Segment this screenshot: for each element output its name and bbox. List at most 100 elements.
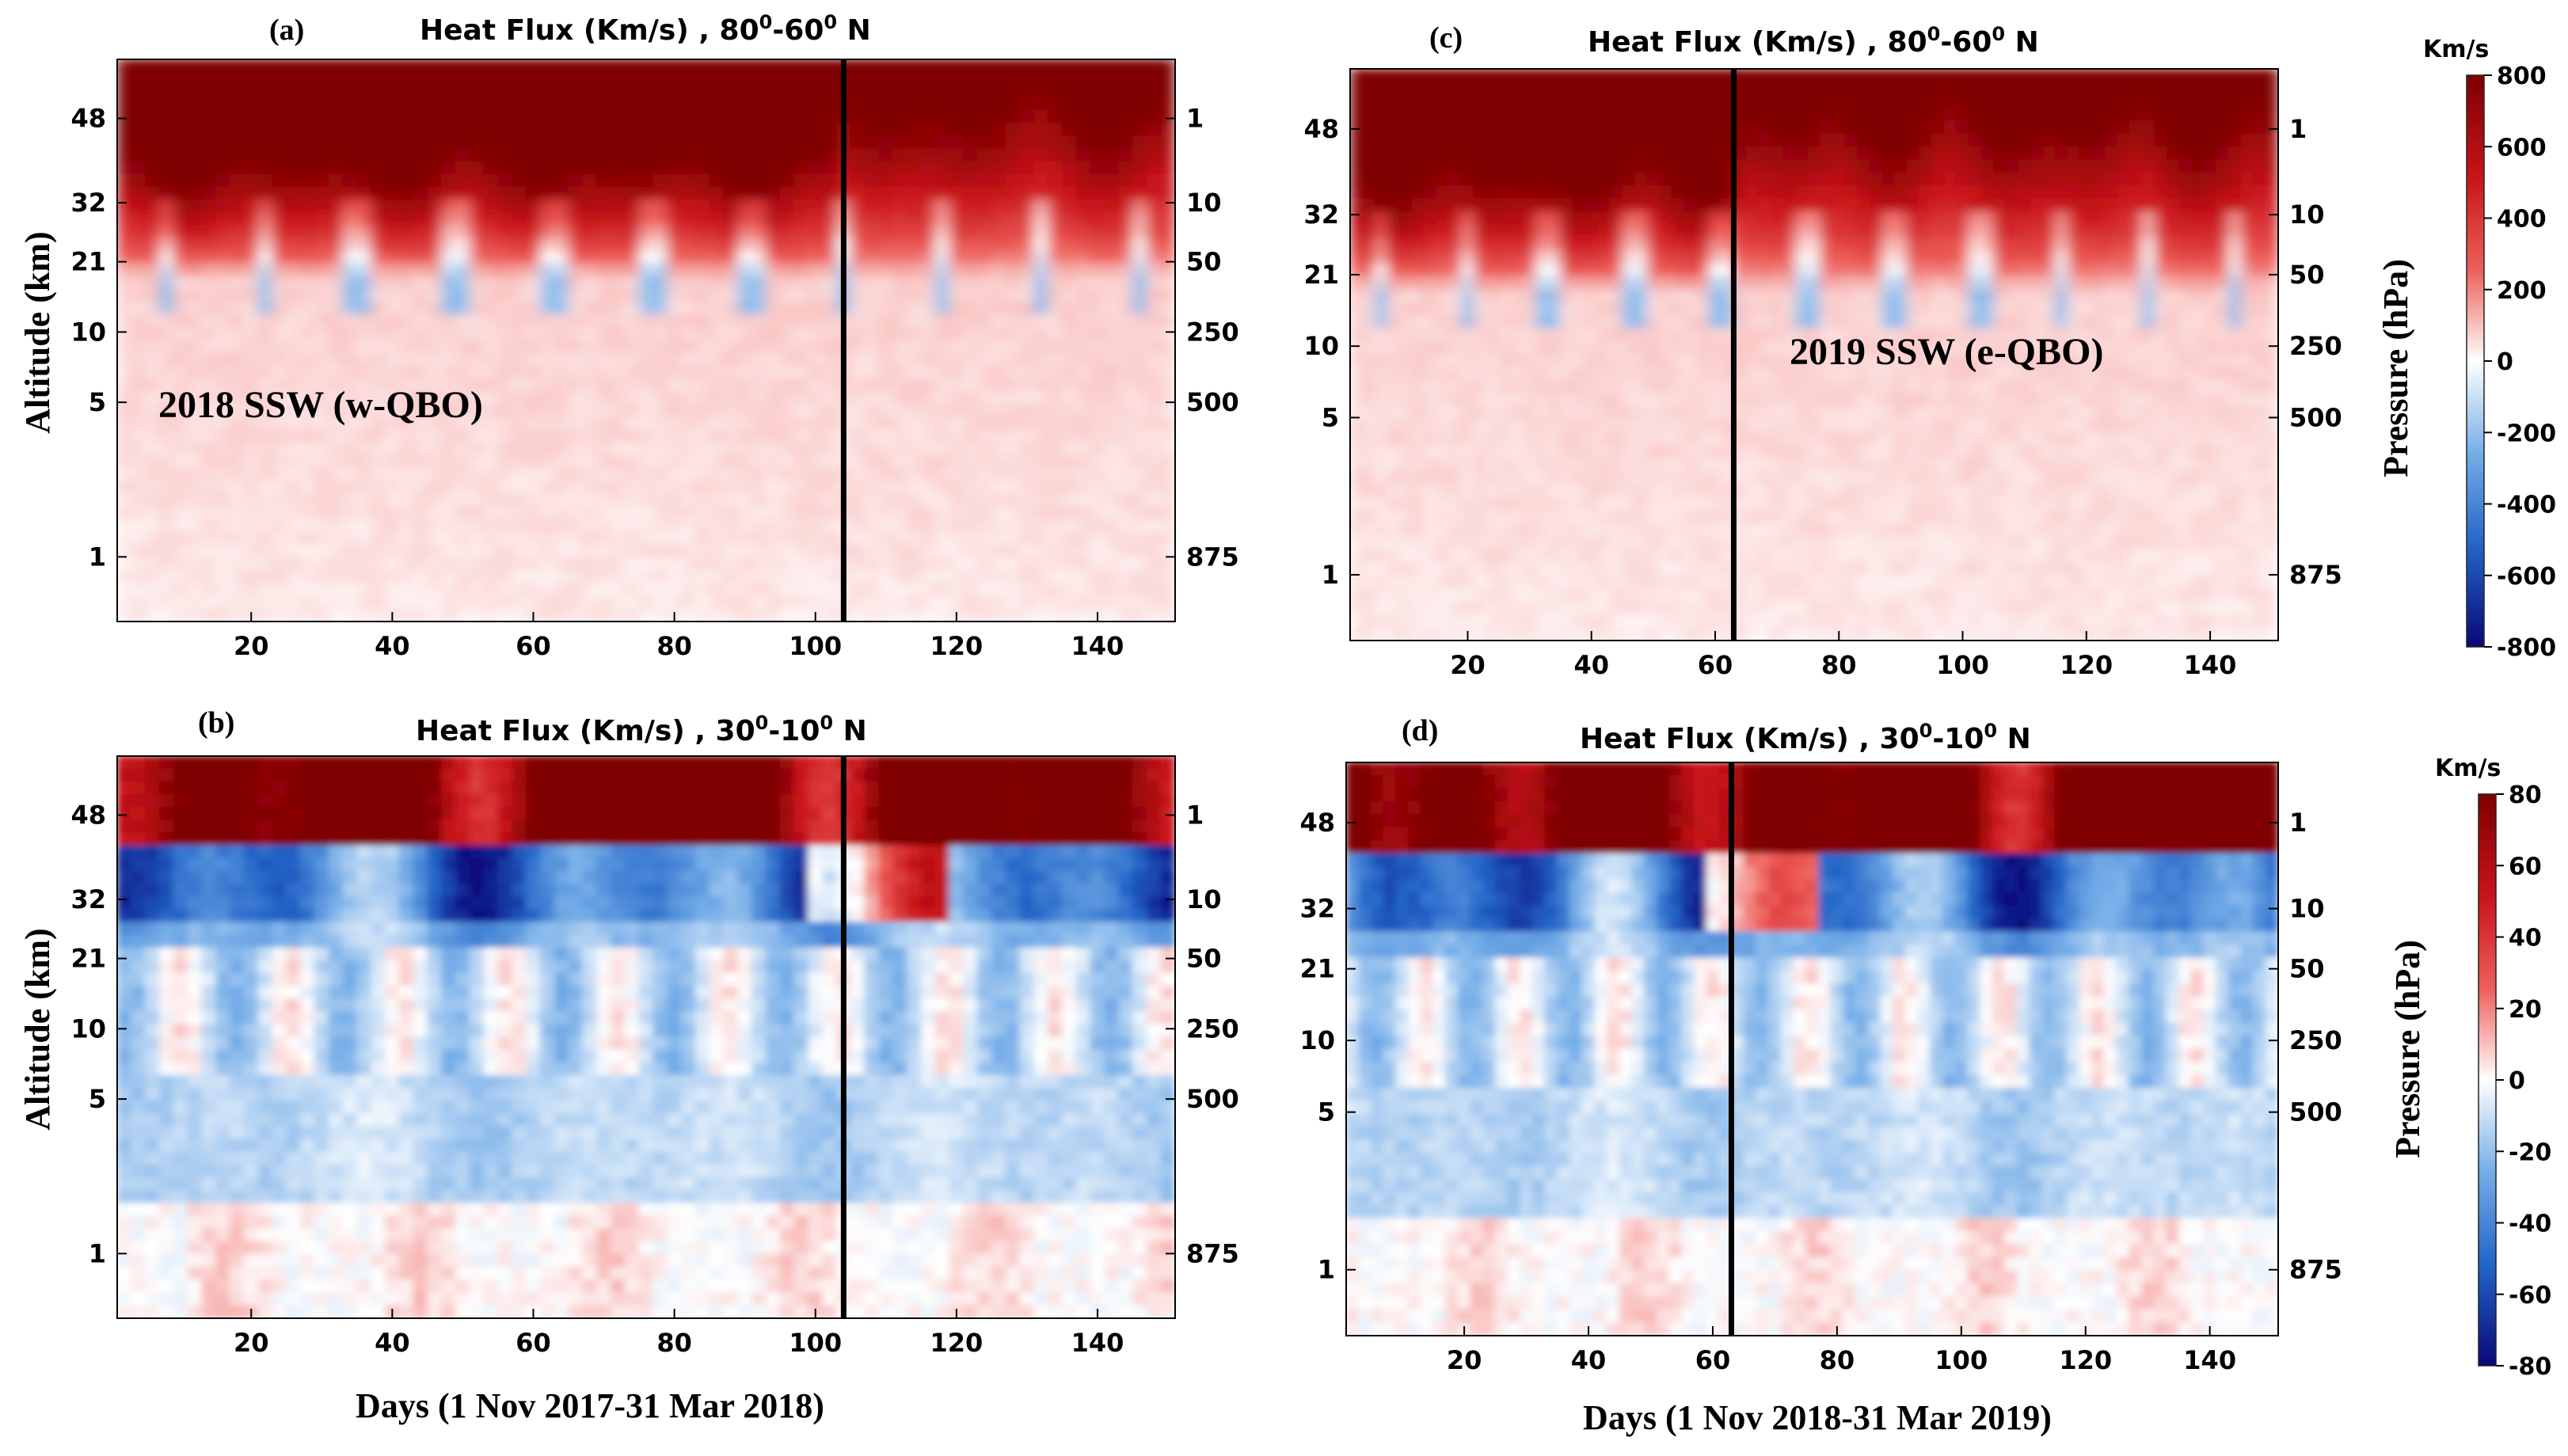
heatmap-cell [1019,327,1035,341]
heatmap-cell [709,314,725,329]
heatmap-cell [963,481,979,495]
heatmap-cell [808,225,824,239]
heatmap-cell [596,123,611,137]
heatmap-cell [638,161,654,175]
heatmap-cell [991,225,1006,239]
heatmap-cell [681,595,696,610]
heatmap-cell [694,922,710,936]
heatmap-cell [1019,378,1035,393]
heatmap-cell [793,71,809,86]
heatmap-cell [652,985,668,1000]
heatmap-cell [173,857,188,872]
heatmap-cell [878,378,894,393]
heatmap-cell [427,857,443,872]
heatmap-cell [371,442,386,456]
heatmap-cell [497,135,513,150]
heatmap-cell [991,454,1006,469]
heatmap-cell [554,493,569,508]
heatmap-cell [117,148,132,162]
heatmap-cell [272,883,287,897]
heatmap-cell [398,819,414,834]
heatmap-cell [991,857,1006,872]
heatmap-cell [1160,922,1175,936]
heatmap-cell [286,870,302,884]
heatmap-cell [187,909,203,923]
heatmap-cell [257,583,273,597]
heatmap-cell [539,288,555,303]
heatmap-cell [1132,378,1147,393]
heatmap-cell [596,250,611,264]
heatmap-cell [610,870,626,884]
heatmap-cell [709,569,725,584]
heatmap-cell [892,819,908,834]
heatmap-cell [483,97,499,112]
heatmap-cell [892,909,908,923]
heatmap-cell [398,340,414,354]
heatmap-cell [920,506,936,520]
heatmap-cell [131,595,146,610]
heatmap-cell [201,71,217,86]
heatmap-cell [300,506,315,520]
heatmap-cell [1019,238,1035,252]
heatmap-cell [158,84,174,98]
heatmap-cell [596,442,611,456]
heatmap-cell [1048,327,1063,341]
heatmap-cell [765,161,781,175]
heatmap-cell [864,173,880,188]
heatmap-cell [1005,225,1021,239]
heatmap-cell [808,569,824,584]
heatmap-cell [934,960,950,974]
heatmap-cell [497,212,513,226]
heatmap-cell [314,429,329,443]
heatmap-cell [934,288,950,303]
heatmap-cell [1048,123,1063,137]
heatmap-cell [243,84,259,98]
heatmap-cell [158,302,174,316]
heatmap-cell [257,276,273,290]
heatmap-cell [413,845,428,859]
heatmap-cell [384,378,400,393]
heatmap-cell [638,1011,654,1025]
heatmap-cell [1118,200,1134,214]
heatmap-cell [765,544,781,558]
heatmap-cell [131,442,146,456]
heatmap-cell [1160,340,1175,354]
heatmap-cell [554,531,569,546]
heatmap-cell [1033,173,1049,188]
heatmap-cell [949,1024,964,1038]
heatmap-cell [441,340,457,354]
heatmap-cell [907,481,922,495]
heatmap-cell [230,557,245,571]
heatmap-cell [526,238,541,252]
heatmap-cell [638,135,654,150]
heatmap-cell [1075,161,1091,175]
heatmap-cell [1019,314,1035,329]
heatmap-cell [1033,110,1049,124]
heatmap-cell [582,870,598,884]
heatmap-cell [230,857,245,872]
pressure-tick-label: 50 [1186,247,1222,277]
heatmap-cell [526,135,541,150]
heatmap-cell [1048,985,1063,1000]
heatmap-cell [173,378,188,393]
heatmap-cell [751,870,767,884]
heatmap-cell [187,569,203,584]
heatmap-cell [582,467,598,481]
heatmap-cell [694,212,710,226]
heatmap-cell [243,352,259,367]
heatmap-cell [1132,467,1147,481]
heatmap-cell [1033,186,1049,200]
heatmap-cell [257,186,273,200]
heatmap-cell [173,608,188,622]
heatmap-cell [384,110,400,124]
heatmap-cell [455,1011,470,1025]
heatmap-cell [892,934,908,948]
heatmap-cell [765,870,781,884]
heatmap-cell [652,276,668,290]
heatmap-cell [371,212,386,226]
heatmap-cell [1132,583,1147,597]
heatmap-cell [977,442,992,456]
heatmap-cell [483,781,499,795]
heatmap-cell [920,416,936,431]
heatmap-cell [991,173,1006,188]
